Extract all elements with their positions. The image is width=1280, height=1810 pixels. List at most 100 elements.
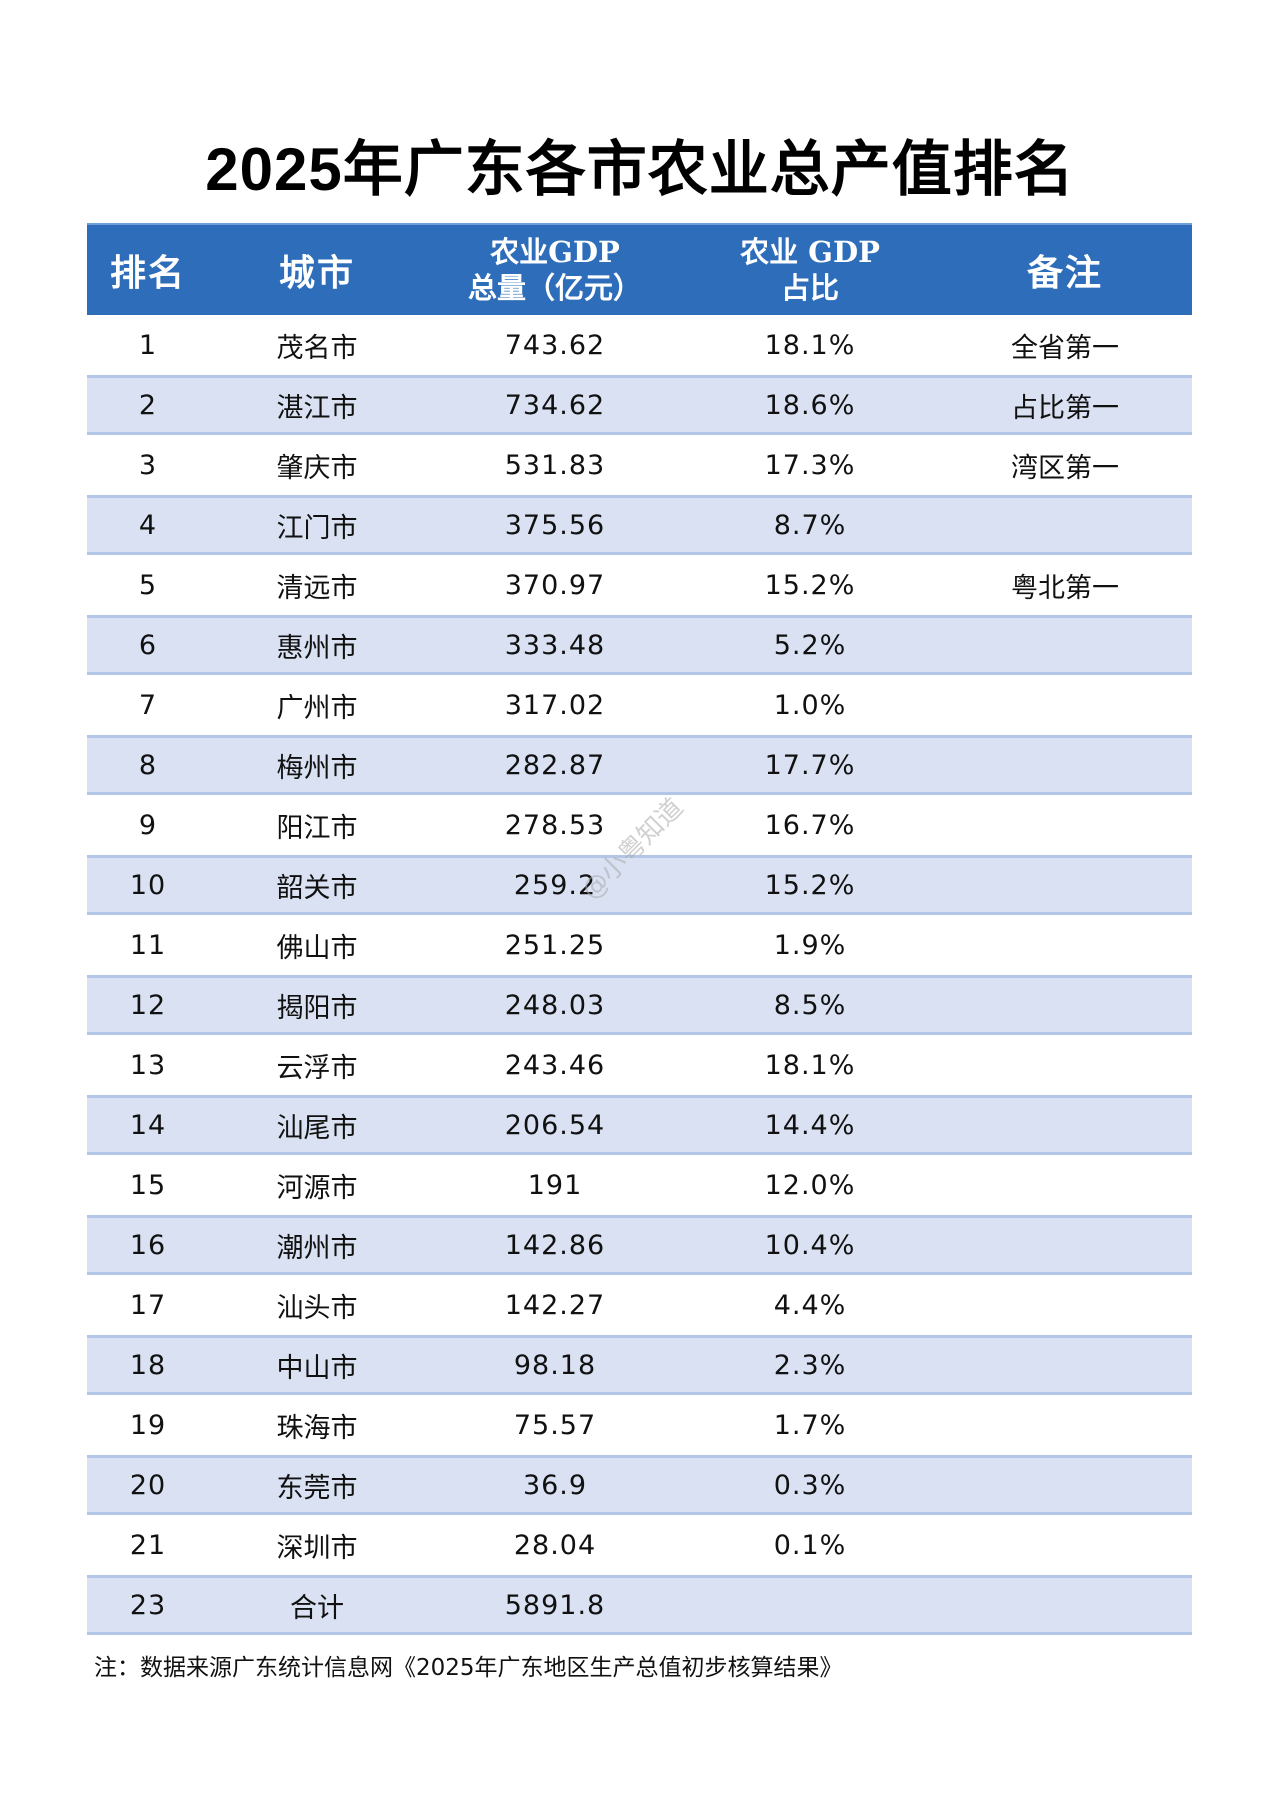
gdp-cell: 36.9 xyxy=(522,1469,588,1501)
city-cell: 阳江市 xyxy=(276,812,358,844)
table-row: 18 中山市 98.18 2.3% xyxy=(87,1335,1192,1395)
rank-cell: 3 xyxy=(138,449,158,481)
source-note: 注：数据来源广东统计信息网《2025年广东地区生产总值初步核算结果》 xyxy=(94,1655,843,1681)
rank-cell: 21 xyxy=(129,1529,167,1561)
rank-cell: 6 xyxy=(138,629,158,661)
rank-cell: 7 xyxy=(138,689,158,721)
table-row: 2 湛江市 734.62 18.6% 占比第一 xyxy=(87,375,1192,435)
rank-cell: 19 xyxy=(129,1409,167,1441)
gdp-cell: 531.83 xyxy=(504,449,606,481)
share-cell: 14.4% xyxy=(764,1109,856,1141)
share-cell: 2.3% xyxy=(773,1349,847,1381)
table-row: 7 广州市 317.02 1.0% xyxy=(87,675,1192,735)
table-row: 19 珠海市 75.57 1.7% xyxy=(87,1395,1192,1455)
share-cell: 12.0% xyxy=(764,1169,856,1201)
city-cell: 深圳市 xyxy=(276,1532,358,1564)
city-cell: 云浮市 xyxy=(276,1052,358,1084)
table-row: 13 云浮市 243.46 18.1% xyxy=(87,1035,1192,1095)
table-row: 9 阳江市 278.53 16.7% xyxy=(87,795,1192,855)
gdp-cell: 191 xyxy=(527,1169,583,1201)
table-row: 14 汕尾市 206.54 14.4% xyxy=(87,1095,1192,1155)
header-share-line1: 农业 GDP xyxy=(740,235,880,269)
city-cell: 湛江市 xyxy=(276,392,358,424)
table-header: 排名 城市 农业GDP 总量（亿元） 农业 GDP 占比 备注 xyxy=(87,223,1192,315)
share-cell: 1.9% xyxy=(773,929,847,961)
share-cell: 16.7% xyxy=(764,809,856,841)
rank-cell: 17 xyxy=(129,1289,167,1321)
rank-cell: 16 xyxy=(129,1229,167,1261)
header-remark: 备注 xyxy=(1026,252,1104,294)
header-gdp: 农业GDP 总量（亿元） xyxy=(468,225,642,315)
table-row: 21 深圳市 28.04 0.1% xyxy=(87,1515,1192,1575)
gdp-cell: 248.03 xyxy=(504,989,606,1021)
gdp-cell: 98.18 xyxy=(513,1349,597,1381)
city-cell: 惠州市 xyxy=(276,632,358,664)
gdp-cell: 278.53 xyxy=(504,809,606,841)
share-cell: 4.4% xyxy=(773,1289,847,1321)
city-cell: 中山市 xyxy=(276,1352,358,1384)
gdp-cell: 259.2 xyxy=(513,869,597,901)
gdp-cell: 743.62 xyxy=(504,329,606,361)
rank-cell: 18 xyxy=(129,1349,167,1381)
gdp-cell: 206.54 xyxy=(504,1109,606,1141)
gdp-cell: 251.25 xyxy=(504,929,606,961)
city-cell: 潮州市 xyxy=(276,1232,358,1264)
header-gdp-line2: 总量（亿元） xyxy=(467,271,643,305)
rank-cell: 14 xyxy=(129,1109,167,1141)
gdp-cell: 370.97 xyxy=(504,569,606,601)
share-cell: 8.7% xyxy=(773,509,847,541)
remark-cell: 全省第一 xyxy=(1011,332,1119,364)
gdp-cell: 333.48 xyxy=(504,629,606,661)
gdp-cell: 282.87 xyxy=(504,749,606,781)
city-cell: 广州市 xyxy=(276,692,358,724)
ranking-table: 排名 城市 农业GDP 总量（亿元） 农业 GDP 占比 备注 1 茂名市 743.… xyxy=(87,223,1192,1635)
rank-cell: 15 xyxy=(129,1169,167,1201)
table-row: 10 韶关市 259.2 15.2% xyxy=(87,855,1192,915)
page-title: 2025年广东各市农业总产值排名 xyxy=(205,136,1075,203)
city-cell: 佛山市 xyxy=(276,932,358,964)
share-cell: 15.2% xyxy=(764,569,856,601)
rank-cell: 5 xyxy=(138,569,158,601)
table-row: 8 梅州市 282.87 17.7% xyxy=(87,735,1192,795)
gdp-cell: 28.04 xyxy=(513,1529,597,1561)
rank-cell: 10 xyxy=(129,869,167,901)
gdp-cell: 734.62 xyxy=(504,389,606,421)
city-cell: 汕头市 xyxy=(276,1292,358,1324)
table-row: 3 肇庆市 531.83 17.3% 湾区第一 xyxy=(87,435,1192,495)
city-cell: 合计 xyxy=(290,1592,344,1624)
share-cell: 17.7% xyxy=(764,749,856,781)
share-cell: 18.1% xyxy=(764,1049,856,1081)
rank-cell: 20 xyxy=(129,1469,167,1501)
rank-cell: 4 xyxy=(138,509,158,541)
city-cell: 韶关市 xyxy=(276,872,358,904)
gdp-cell: 5891.8 xyxy=(504,1589,606,1621)
share-cell: 0.3% xyxy=(773,1469,847,1501)
table-row: 23 合计 5891.8 xyxy=(87,1575,1192,1635)
rank-cell: 23 xyxy=(129,1589,167,1621)
share-cell: 15.2% xyxy=(764,869,856,901)
city-cell: 茂名市 xyxy=(276,332,358,364)
gdp-cell: 317.02 xyxy=(504,689,606,721)
city-cell: 梅州市 xyxy=(276,752,358,784)
remark-cell: 占比第一 xyxy=(1011,392,1119,424)
city-cell: 东莞市 xyxy=(276,1472,358,1504)
header-share-line2: 占比 xyxy=(780,271,840,305)
table-row: 12 揭阳市 248.03 8.5% xyxy=(87,975,1192,1035)
table-row: 1 茂名市 743.62 18.1% 全省第一 xyxy=(87,315,1192,375)
share-cell: 1.0% xyxy=(773,689,847,721)
gdp-cell: 142.27 xyxy=(504,1289,606,1321)
share-cell: 18.6% xyxy=(764,389,856,421)
table-row: 17 汕头市 142.27 4.4% xyxy=(87,1275,1192,1335)
share-cell: 10.4% xyxy=(764,1229,856,1261)
city-cell: 珠海市 xyxy=(276,1412,358,1444)
remark-cell: 粤北第一 xyxy=(1011,572,1119,604)
city-cell: 清远市 xyxy=(276,572,358,604)
rank-cell: 13 xyxy=(129,1049,167,1081)
gdp-cell: 75.57 xyxy=(513,1409,597,1441)
table-row: 16 潮州市 142.86 10.4% xyxy=(87,1215,1192,1275)
remark-cell: 湾区第一 xyxy=(1011,452,1119,484)
share-cell: 17.3% xyxy=(764,449,856,481)
city-cell: 揭阳市 xyxy=(276,992,358,1024)
share-cell: 18.1% xyxy=(764,329,856,361)
header-share: 农业 GDP 占比 xyxy=(740,225,880,315)
